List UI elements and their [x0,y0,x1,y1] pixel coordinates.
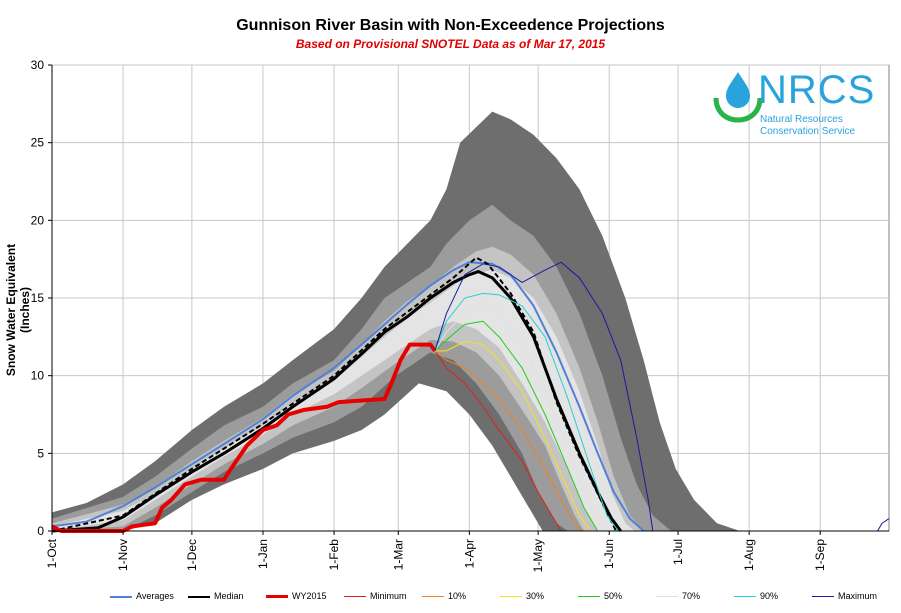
x-tick-label: 1-Oct [45,538,59,568]
legend-item: Averages [110,588,174,604]
series-90- [434,292,619,532]
legend-label: Maximum [838,591,878,601]
series-wy2015 [51,342,437,533]
legend-swatch [656,596,678,598]
logo-wordmark: NRCS [758,68,876,112]
series-averages [51,261,645,532]
legend-swatch [188,595,210,598]
legend-label: WY2015 [292,591,327,601]
x-tick-label: 1-Jun [602,539,616,569]
legend-label: Averages [136,591,174,601]
legend-item: Maximum [812,588,877,604]
logo-line-1: Natural Resources [760,114,843,125]
y-tick-label: 25 [31,136,45,150]
logo-line-2: Conservation Service [760,126,856,137]
legend-item: 90% [734,588,778,604]
legend-item: Minimum [344,588,407,604]
series-10- [434,350,583,532]
x-tick-label: 1-Jul [671,539,685,565]
legend-swatch [812,596,834,598]
series-median [51,270,622,533]
y-tick-label: 10 [31,369,45,383]
y-tick-label: 0 [37,524,44,538]
logo-subtitle: Natural Resources Conservation Service [760,114,855,138]
x-tick-label: 1-Sep [813,539,827,571]
y-tick-label: 30 [31,58,45,72]
legend-swatch [578,596,600,598]
legend-item: 50% [578,588,622,604]
legend-item: 70% [656,588,700,604]
x-tick-label: 1-Apr [462,539,476,568]
x-tick-label: 1-Feb [327,539,341,571]
x-tick-label: 1-May [531,539,545,572]
legend: Averages Median WY2015 Minimum 10% 30% 50% 70% 9… [110,588,877,606]
x-tick-label: 1-Nov [116,539,130,571]
legend-label: Median [214,591,244,601]
x-tick-label: 1-Dec [185,539,199,571]
series-70- [434,300,603,532]
legend-swatch [422,596,444,598]
x-tick-label: 1-Aug [742,539,756,571]
legend-label: 10% [448,591,467,601]
legend-swatch [266,595,288,599]
legend-swatch [344,596,366,598]
y-tick-label: 20 [31,213,45,227]
y-tick-label: 5 [37,446,44,460]
x-tick-label: 1-Jan [256,539,270,569]
legend-label: Minimum [370,591,407,601]
chart-title: Gunnison River Basin with Non-Exceedence… [236,17,665,34]
legend-item: 30% [500,588,544,604]
legend-item: 10% [422,588,466,604]
x-tick-label: 1-Mar [391,539,405,570]
legend-item: Median [188,588,244,604]
series-50- [434,320,599,532]
legend-item: WY2015 [266,588,327,604]
nrcs-logo-icon [713,72,763,123]
legend-swatch [110,595,132,598]
series-30- [434,340,592,532]
legend-label: 70% [682,591,701,601]
legend-label: 50% [604,591,623,601]
legend-swatch [500,596,522,598]
legend-swatch [734,596,756,598]
legend-label: 90% [760,591,779,601]
series-minimum [434,350,562,532]
chart-subtitle: Based on Provisional SNOTEL Data as of M… [295,37,606,51]
y-tick-label: 15 [31,291,45,305]
legend-label: 30% [526,591,545,601]
